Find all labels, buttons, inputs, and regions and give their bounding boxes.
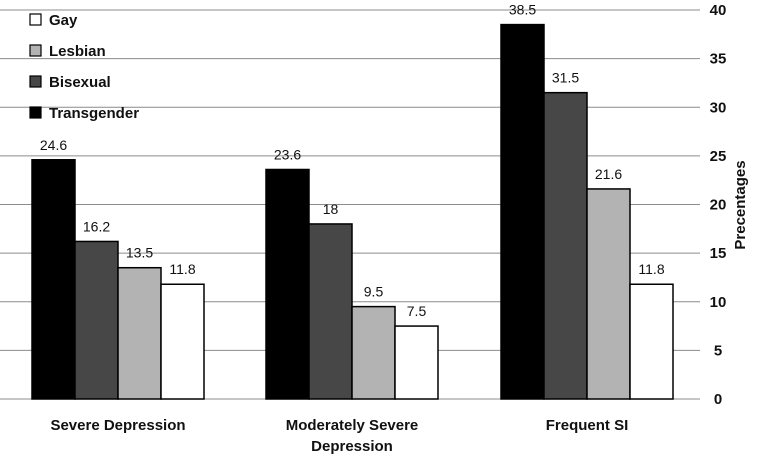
data-label-gay-3: 11.8 bbox=[638, 261, 664, 277]
bar-transgender-1 bbox=[31, 159, 76, 400]
data-label-lesbian-1: 13.5 bbox=[126, 245, 153, 261]
legend-label-gay: Gay bbox=[49, 12, 78, 29]
data-label-bisexual-3: 31.5 bbox=[552, 70, 579, 86]
y-tick-label: 10 bbox=[710, 294, 727, 311]
bar-bisexual-2 bbox=[308, 223, 353, 400]
legend-label-lesbian: Lesbian bbox=[49, 43, 106, 60]
bar-gay-3 bbox=[629, 283, 674, 400]
y-tick-label: 40 bbox=[710, 2, 727, 19]
data-label-bisexual-2: 18 bbox=[323, 201, 339, 217]
bars bbox=[31, 23, 674, 400]
bar-transgender-2 bbox=[265, 168, 310, 400]
category-label: Severe Depression bbox=[50, 417, 185, 434]
y-tick-label: 35 bbox=[710, 51, 727, 68]
legend-swatch-lesbian bbox=[29, 44, 42, 57]
bar-bisexual-1 bbox=[74, 240, 119, 400]
category-label: Moderately Severe bbox=[286, 417, 419, 434]
bar-lesbian-2 bbox=[351, 305, 396, 400]
data-label-lesbian-3: 21.6 bbox=[595, 166, 622, 182]
y-tick-label: 0 bbox=[714, 391, 722, 408]
data-label-transgender-3: 38.5 bbox=[509, 2, 536, 18]
y-axis-ticks: 0 5 10 15 20 25 30 35 40 bbox=[710, 2, 727, 408]
data-label-transgender-1: 24.6 bbox=[40, 137, 67, 153]
data-label-lesbian-2: 9.5 bbox=[364, 284, 384, 300]
bar-transgender-3 bbox=[500, 23, 545, 400]
y-axis-title: Precentages bbox=[732, 160, 749, 249]
legend-swatch-gay bbox=[29, 13, 42, 26]
legend-label-transgender: Transgender bbox=[49, 105, 139, 122]
y-tick-label: 30 bbox=[710, 99, 727, 116]
bar-lesbian-1 bbox=[117, 266, 162, 400]
legend-swatch-bisexual bbox=[29, 75, 42, 88]
legend: Gay Lesbian Bisexual Transgender bbox=[29, 12, 139, 122]
category-label: Frequent SI bbox=[546, 417, 629, 434]
y-tick-label: 15 bbox=[710, 245, 727, 262]
legend-label-bisexual: Bisexual bbox=[49, 74, 111, 91]
bar-lesbian-3 bbox=[586, 188, 631, 400]
category-label: Depression bbox=[311, 438, 393, 455]
bar-gay-2 bbox=[394, 325, 439, 400]
data-label-bisexual-1: 16.2 bbox=[83, 218, 110, 234]
legend-swatch-transgender bbox=[29, 106, 42, 119]
y-tick-label: 25 bbox=[710, 148, 727, 165]
data-label-gay-2: 7.5 bbox=[407, 303, 427, 319]
y-tick-label: 20 bbox=[710, 197, 727, 214]
x-axis-categories: Severe Depression Moderately Severe Depres… bbox=[50, 417, 628, 455]
data-labels: 24.6 23.6 38.5 16.2 18 31.5 13.5 9.5 21.6 11.8 7.5… bbox=[40, 2, 665, 319]
bar-gay-1 bbox=[160, 283, 205, 400]
bar-bisexual-3 bbox=[543, 91, 588, 400]
data-label-transgender-2: 23.6 bbox=[274, 146, 301, 162]
y-tick-label: 5 bbox=[714, 342, 722, 359]
data-label-gay-1: 11.8 bbox=[169, 261, 195, 277]
